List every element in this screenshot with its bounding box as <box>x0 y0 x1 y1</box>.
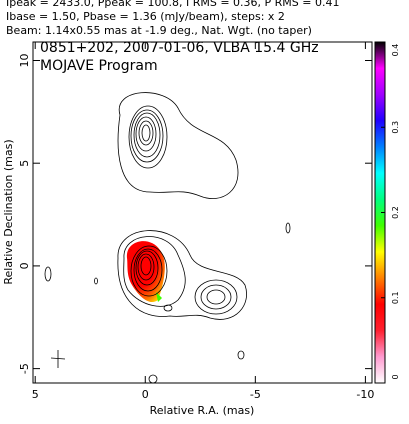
x-tick-label: 5 <box>32 388 39 401</box>
y-tick-label: 10 <box>18 53 31 67</box>
x-tick-label: -10 <box>356 388 374 401</box>
colorbar-tick-label: 0.4 <box>391 44 400 57</box>
y-tick-label: 5 <box>18 160 31 167</box>
header: Ibase = 1.50, Pbase = 1.36 (mJy/beam), s… <box>6 10 285 23</box>
chart-title: 0851+202, 2007-01-06, VLBA 15.4 GHz <box>40 40 319 56</box>
contours <box>44 92 291 384</box>
x-tick-label: 0 <box>142 388 149 401</box>
header: Beam: 1.14x0.55 mas at -1.9 deg., Nat. W… <box>6 24 312 37</box>
y-tick-label: 0 <box>18 262 31 269</box>
colorbar-tick-label: 0.2 <box>391 206 400 219</box>
y-tick-label: -5 <box>18 363 31 374</box>
plot-frame <box>32 41 373 384</box>
x-tick-label: -5 <box>250 388 261 401</box>
x-axis-label: Relative R.A. (mas) <box>150 404 255 417</box>
header: Ipeak = 2433.0, Ppeak = 100.8, I RMS = 0… <box>6 0 340 9</box>
colorbar-tick-label: 0.1 <box>391 291 400 304</box>
colorbar-tick-label: 0.3 <box>391 121 400 134</box>
colorbar-tick-label: 0 <box>391 374 400 379</box>
subtitle: MOJAVE Program <box>40 58 158 74</box>
y-axis-label: Relative Declination (mas) <box>2 139 15 284</box>
